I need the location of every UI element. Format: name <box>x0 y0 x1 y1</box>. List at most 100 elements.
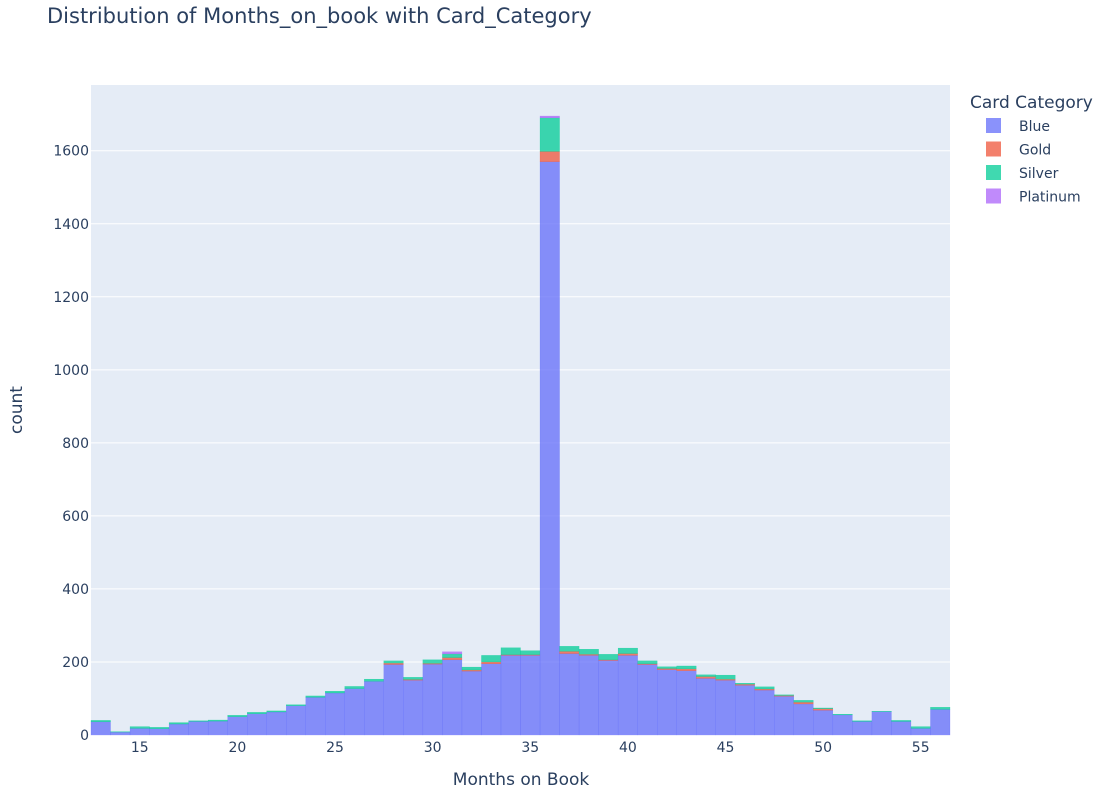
bar-blue-20[interactable] <box>227 716 248 736</box>
bar-silver-42[interactable] <box>657 666 677 669</box>
bar-silver-13[interactable] <box>90 720 111 723</box>
bar-blue-29[interactable] <box>403 680 424 736</box>
bar-blue-15[interactable] <box>129 728 150 736</box>
legend-label-blue[interactable]: Blue <box>1019 119 1050 135</box>
bar-silver-40[interactable] <box>617 647 638 654</box>
bar-blue-40[interactable] <box>617 655 638 736</box>
bar-gold-47[interactable] <box>754 688 775 691</box>
bar-blue-53[interactable] <box>871 711 892 736</box>
bar-silver-56[interactable] <box>930 707 951 710</box>
bar-blue-47[interactable] <box>754 689 775 736</box>
bar-silver-21[interactable] <box>247 712 267 714</box>
bar-blue-37[interactable] <box>559 653 580 736</box>
bar-blue-52[interactable] <box>852 721 873 736</box>
bar-blue-17[interactable] <box>168 723 189 736</box>
bar-platinum-36[interactable] <box>539 115 560 119</box>
bar-blue-30[interactable] <box>422 664 443 736</box>
legend-swatch-platinum[interactable] <box>986 188 1001 204</box>
bar-blue-45[interactable] <box>715 680 736 736</box>
bar-gold-36[interactable] <box>539 151 560 162</box>
bar-silver-49[interactable] <box>793 700 814 703</box>
bar-silver-33[interactable] <box>481 655 502 663</box>
bar-blue-16[interactable] <box>149 728 170 736</box>
bar-blue-19[interactable] <box>207 720 228 736</box>
bar-blue-25[interactable] <box>325 692 345 736</box>
bar-blue-42[interactable] <box>657 669 677 736</box>
bar-silver-18[interactable] <box>188 720 209 722</box>
legend-swatch-gold[interactable] <box>986 141 1001 157</box>
bar-blue-14[interactable] <box>110 731 131 736</box>
bar-silver-36[interactable] <box>539 117 560 152</box>
bar-blue-43[interactable] <box>676 670 697 736</box>
bar-blue-44[interactable] <box>696 678 716 736</box>
bar-blue-13[interactable] <box>90 721 111 736</box>
bar-blue-41[interactable] <box>637 664 658 736</box>
legend-label-platinum[interactable]: Platinum <box>1019 190 1081 206</box>
bar-gold-40[interactable] <box>617 653 638 656</box>
bar-blue-26[interactable] <box>344 688 365 736</box>
legend-label-silver[interactable]: Silver <box>1019 166 1059 182</box>
bar-blue-31[interactable] <box>442 659 463 736</box>
bar-blue-54[interactable] <box>891 721 912 736</box>
bar-blue-33[interactable] <box>481 663 502 736</box>
bar-blue-21[interactable] <box>247 713 267 736</box>
bar-silver-31[interactable] <box>442 653 463 658</box>
bar-silver-24[interactable] <box>305 695 326 698</box>
bar-blue-23[interactable] <box>286 705 306 736</box>
bar-silver-35[interactable] <box>520 650 541 655</box>
bar-gold-50[interactable] <box>813 708 834 711</box>
bar-silver-27[interactable] <box>364 678 384 682</box>
bar-gold-44[interactable] <box>696 676 716 679</box>
bar-gold-37[interactable] <box>559 651 580 654</box>
bar-gold-43[interactable] <box>676 668 697 671</box>
bar-platinum-31[interactable] <box>442 651 463 655</box>
bar-blue-46[interactable] <box>735 685 755 736</box>
bar-silver-20[interactable] <box>227 715 248 717</box>
bar-blue-22[interactable] <box>266 711 287 736</box>
bar-silver-45[interactable] <box>715 674 736 680</box>
bar-blue-48[interactable] <box>774 696 794 736</box>
bar-silver-32[interactable] <box>461 666 482 671</box>
legend-label-gold[interactable]: Gold <box>1019 143 1051 159</box>
bar-silver-15[interactable] <box>129 726 150 729</box>
bar-silver-47[interactable] <box>754 686 775 690</box>
bar-blue-39[interactable] <box>598 660 619 736</box>
bar-gold-31[interactable] <box>442 657 463 660</box>
bar-blue-27[interactable] <box>364 681 384 736</box>
bar-blue-49[interactable] <box>793 703 814 736</box>
bar-silver-26[interactable] <box>344 686 365 689</box>
bar-silver-38[interactable] <box>578 649 599 655</box>
bar-blue-38[interactable] <box>578 655 599 736</box>
bar-silver-43[interactable] <box>676 665 697 670</box>
bar-silver-55[interactable] <box>910 726 931 729</box>
bar-silver-52[interactable] <box>852 720 873 722</box>
bar-blue-36[interactable] <box>539 161 560 736</box>
bar-blue-35[interactable] <box>520 655 541 736</box>
bar-gold-28[interactable] <box>383 662 404 665</box>
bar-silver-30[interactable] <box>422 659 443 664</box>
bar-silver-51[interactable] <box>832 714 853 716</box>
bar-silver-25[interactable] <box>325 691 345 694</box>
bar-gold-32[interactable] <box>461 669 482 672</box>
bar-blue-56[interactable] <box>930 709 951 736</box>
bar-silver-19[interactable] <box>207 719 228 722</box>
bar-silver-28[interactable] <box>383 660 404 664</box>
bar-silver-37[interactable] <box>559 646 580 652</box>
bar-blue-32[interactable] <box>461 670 482 736</box>
legend-swatch-blue[interactable] <box>986 118 1001 133</box>
bar-blue-50[interactable] <box>813 710 834 736</box>
bar-silver-46[interactable] <box>735 682 755 685</box>
bar-gold-45[interactable] <box>715 678 736 681</box>
bar-silver-22[interactable] <box>266 710 287 713</box>
bar-silver-41[interactable] <box>637 660 658 664</box>
bar-silver-48[interactable] <box>774 694 794 696</box>
bar-blue-55[interactable] <box>910 728 931 736</box>
legend-swatch-silver[interactable] <box>986 165 1001 180</box>
bar-gold-42[interactable] <box>657 668 677 670</box>
bar-silver-34[interactable] <box>500 647 521 655</box>
bar-blue-18[interactable] <box>188 721 209 736</box>
bar-silver-29[interactable] <box>403 677 424 680</box>
bar-silver-16[interactable] <box>149 727 170 729</box>
bar-silver-17[interactable] <box>168 722 189 725</box>
bar-gold-46[interactable] <box>735 684 755 686</box>
